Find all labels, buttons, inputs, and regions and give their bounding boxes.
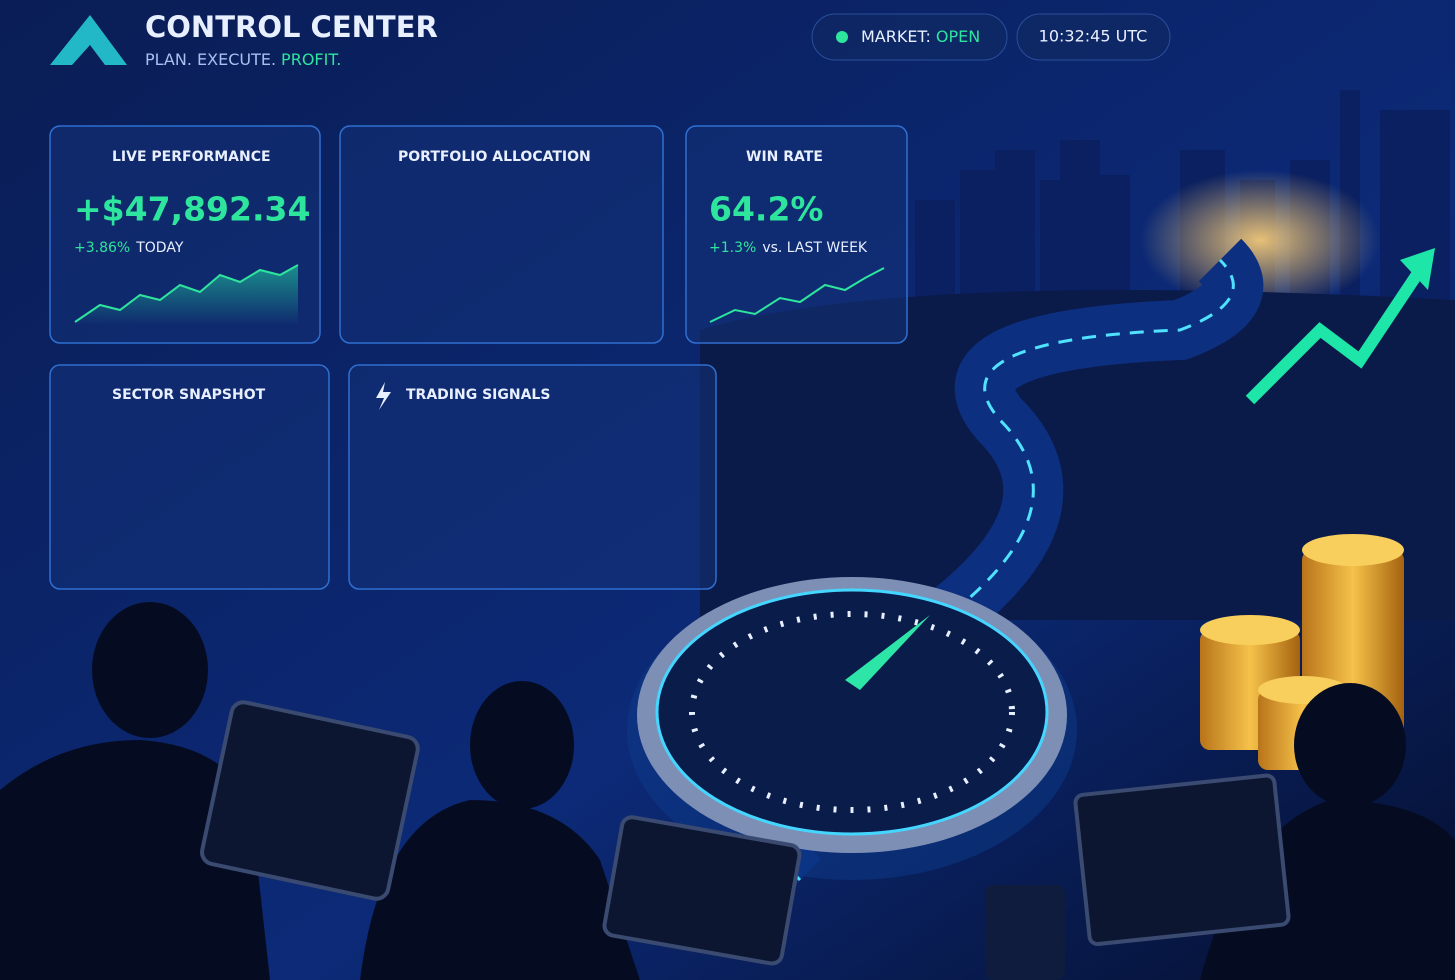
win-rate-period: vs. LAST WEEK xyxy=(762,240,868,256)
win-rate-value: 64.2% xyxy=(709,190,824,229)
portfolio-card xyxy=(339,125,664,344)
win-rate-change: +1.3% vs. LAST WEEK xyxy=(709,240,868,256)
clock-time: 10:32:45 UTC xyxy=(1039,27,1148,46)
signals-card xyxy=(348,364,717,590)
center-tablet xyxy=(602,815,802,966)
growth-arrow-head xyxy=(1400,248,1435,290)
market-state: OPEN xyxy=(936,27,980,46)
compass xyxy=(627,577,1077,880)
status-dot xyxy=(836,31,848,43)
sparkline xyxy=(74,264,299,323)
pnl-period: TODAY xyxy=(135,240,184,256)
card-title: WIN RATE xyxy=(746,149,823,165)
card-title: LIVE PERFORMANCE xyxy=(112,149,271,165)
card-title: PORTFOLIO ALLOCATION xyxy=(398,149,591,165)
signals-icon xyxy=(376,382,391,410)
people xyxy=(0,602,1455,980)
tagline-part: PLAN. EXECUTE. xyxy=(145,50,276,69)
sector-card xyxy=(49,364,330,590)
market-status-text: MARKET: OPEN xyxy=(861,27,980,46)
app-title: CONTROL CENTER xyxy=(145,10,438,44)
pnl-change: +3.86% TODAY xyxy=(74,240,184,256)
card-title: TRADING SIGNALS xyxy=(406,387,550,403)
card-title: SECTOR SNAPSHOT xyxy=(112,387,266,403)
mug xyxy=(985,885,1065,980)
win-rate-change-value: +1.3% xyxy=(709,240,756,256)
win-rate-card xyxy=(685,125,908,344)
sparkline xyxy=(709,267,885,323)
app-tagline: PLAN. EXECUTE. PROFIT. xyxy=(145,50,341,69)
left-tablet xyxy=(200,700,420,901)
pnl-value: +$47,892.34 xyxy=(74,190,310,229)
sunset-glow xyxy=(1140,170,1380,310)
clock xyxy=(1016,13,1171,61)
logo xyxy=(50,15,127,65)
tagline-part: PROFIT. xyxy=(281,50,341,69)
growth-arrow xyxy=(1245,266,1425,405)
laptop xyxy=(1073,773,1291,947)
market-label: MARKET: xyxy=(861,27,931,46)
pnl-change-value: +3.86% xyxy=(74,240,130,256)
sparkline-area xyxy=(75,265,298,325)
hills xyxy=(700,290,1455,620)
market-status xyxy=(811,13,1008,61)
